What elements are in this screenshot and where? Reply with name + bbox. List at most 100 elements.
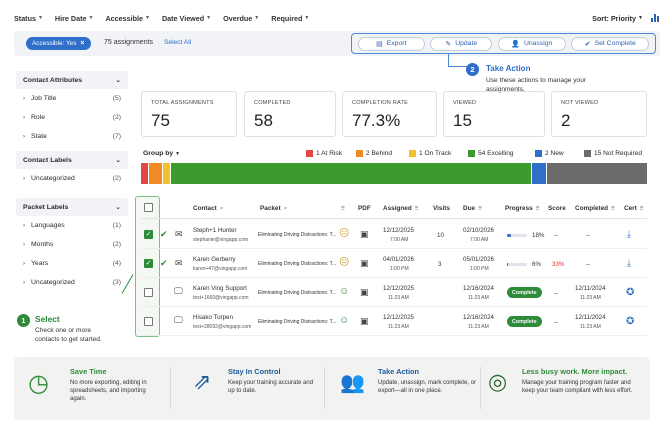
packet-name[interactable]: Eliminating Driving Distractions: T... — [258, 261, 337, 267]
status-segment[interactable] — [148, 163, 163, 184]
status-segment[interactable] — [163, 163, 170, 184]
export-icon: ▤ — [376, 40, 383, 48]
packet-name[interactable]: Eliminating Driving Distractions: T... — [258, 319, 337, 325]
score: -- — [554, 319, 559, 326]
envelope-icon: ✉ — [175, 229, 183, 239]
status-distribution-bar — [141, 163, 648, 184]
column-header-progress[interactable]: Progress ≡ — [505, 205, 540, 212]
filter-overdue[interactable]: Overdue ▼ — [223, 13, 260, 23]
filter-icon: ≡ — [639, 205, 644, 212]
envelope-icon: ✉ — [175, 258, 183, 268]
column-header-contact[interactable]: Contact ⌕ — [193, 205, 224, 212]
step-1-badge: 1 — [17, 314, 30, 327]
sidebar-item[interactable]: › State (7) — [23, 133, 121, 140]
pdf-icon[interactable]: ▣ — [360, 316, 369, 326]
column-header-cert[interactable]: Cert ≡ — [624, 205, 644, 212]
sidebar-section-contact-attributes[interactable]: Contact Attributes ⌄ — [16, 71, 128, 89]
group-by-dropdown[interactable]: Group by ▼ — [143, 150, 181, 157]
table-row[interactable]: 🖵 Hisako Turpen test+28092@vingapp.com E… — [141, 308, 647, 336]
check-circle-icon: ✔ — [584, 40, 591, 48]
table-row[interactable]: ✓ ✔ ✉ Karen Gerberry karen+47@vingapp.co… — [141, 250, 647, 278]
sidebar: Contact Attributes ⌄ › Job Title (5) › Role(… — [16, 71, 128, 292]
set-complete-button[interactable]: ✔ Set Complete — [571, 36, 650, 51]
contact-name[interactable]: Steph+1 Hunter — [193, 227, 237, 234]
sidebar-item[interactable]: › Months (2) — [23, 241, 121, 248]
status-segment[interactable] — [546, 163, 648, 184]
download-icon[interactable]: ⤓ — [627, 258, 631, 268]
row-checkbox[interactable]: ✓ — [144, 259, 153, 268]
column-header-visits[interactable]: Visits — [433, 205, 450, 212]
sidebar-item[interactable]: › Uncategorized (2) — [23, 175, 121, 182]
award-icon[interactable]: ✪ — [626, 316, 635, 327]
legend-item[interactable]: 1 On Track — [409, 150, 451, 157]
visits-count: 10 — [437, 232, 444, 239]
assignment-count: 75 assignments — [104, 39, 154, 46]
filter-accessible[interactable]: Accessible ▼ — [105, 13, 150, 23]
contact-name[interactable]: Karen Gerberry — [193, 256, 236, 263]
filter-icon[interactable]: ≡ — [341, 205, 345, 212]
close-icon[interactable]: × — [80, 40, 85, 47]
legend-item[interactable]: 2 Behind — [356, 150, 392, 157]
select-all-link[interactable]: Select All — [164, 39, 192, 46]
column-header-pdf[interactable]: PDF — [358, 205, 371, 212]
sidebar-section-packet-labels[interactable]: Packet Labels ⌄ — [16, 198, 128, 216]
unassign-button[interactable]: 👤 Unassign — [497, 36, 566, 51]
legend-swatch — [356, 150, 363, 157]
filter-chip[interactable]: Accessible: Yes × — [26, 37, 91, 50]
column-header-assigned[interactable]: Assigned ≡ — [383, 205, 419, 212]
verified-icon: ✔ — [160, 258, 168, 268]
pdf-icon[interactable]: ▣ — [360, 258, 369, 268]
download-icon[interactable]: ⤓ — [627, 229, 631, 239]
sidebar-item[interactable]: › Role (2) — [23, 114, 121, 121]
select-all-checkbox[interactable] — [144, 203, 153, 212]
sidebar-item[interactable]: › Job Title (5) — [23, 95, 121, 102]
column-header-due[interactable]: Due ≡ — [463, 205, 482, 212]
legend-item[interactable]: 1 At Risk — [306, 150, 342, 157]
column-header-completed[interactable]: Completed ≡ — [575, 205, 615, 212]
sidebar-item[interactable]: › Uncategorized (3) — [23, 279, 121, 286]
sidebar-section-contact-labels[interactable]: Contact Labels ⌄ — [16, 151, 128, 169]
due-time: 11:23 AM — [468, 324, 489, 330]
status-segment[interactable] — [170, 163, 532, 184]
legend-item[interactable]: 54 Excelling — [468, 150, 514, 157]
filter-status[interactable]: Status ▼ — [14, 13, 43, 23]
stat-card-viewed: VIEWED 15 — [443, 91, 545, 137]
sidebar-item[interactable]: › Languages (1) — [23, 222, 121, 229]
happy-face-icon: ☺ — [339, 286, 350, 297]
table-row[interactable]: ✓ ✔ ✉ Steph+1 Hunter stephanie@vingapp.c… — [141, 221, 647, 249]
award-icon[interactable]: ✪ — [626, 287, 635, 298]
packet-name[interactable]: Eliminating Driving Distractions: T... — [258, 290, 337, 296]
people-icon: 👥 — [340, 372, 365, 394]
filter-required[interactable]: Required ▼ — [271, 13, 310, 23]
legend-swatch — [584, 150, 591, 157]
progress-percent: 18% — [532, 232, 545, 239]
assigned-date: 12/12/2025 — [383, 227, 414, 234]
clock-icon: ◷ — [28, 370, 49, 397]
pdf-icon[interactable]: ▣ — [360, 229, 369, 239]
status-segment[interactable] — [141, 163, 148, 184]
verified-icon: ✔ — [160, 229, 168, 239]
row-checkbox[interactable] — [144, 317, 153, 326]
sort-dropdown[interactable]: Sort: Priority ▼ — [592, 13, 643, 23]
pdf-icon[interactable]: ▣ — [360, 287, 369, 297]
row-checkbox[interactable]: ✓ — [144, 230, 153, 239]
filter-date-viewed[interactable]: Date Viewed ▼ — [161, 13, 212, 23]
packet-name[interactable]: Eliminating Driving Distractions: T... — [258, 232, 337, 238]
contact-name[interactable]: Karen Ving Support — [193, 285, 247, 292]
contact-name[interactable]: Hisako Turpen — [193, 314, 233, 321]
export-button[interactable]: ▤ Export — [357, 36, 425, 51]
column-header-score[interactable]: Score — [548, 205, 566, 212]
chevron-down-icon: ⌄ — [115, 157, 121, 164]
bar-chart-icon[interactable] — [651, 14, 660, 22]
row-checkbox[interactable] — [144, 288, 153, 297]
column-header-packet[interactable]: Packet ⌕ — [260, 205, 288, 212]
update-button[interactable]: ✎ Update — [430, 36, 493, 51]
sidebar-item[interactable]: › Years (4) — [23, 260, 121, 267]
filter-hire-date[interactable]: Hire Date ▼ — [54, 13, 94, 23]
legend-item[interactable]: 15 Not Required — [584, 150, 642, 157]
status-segment[interactable] — [532, 163, 546, 184]
legend-item[interactable]: 2 New — [535, 150, 564, 157]
select-title: Select — [35, 314, 60, 324]
bulk-actions-group: ▤ Export ✎ Update 👤 Unassign ✔ Set Complete — [351, 33, 656, 54]
table-row[interactable]: 🖵 Karen Ving Support test+1660@vingapp.c… — [141, 279, 647, 307]
